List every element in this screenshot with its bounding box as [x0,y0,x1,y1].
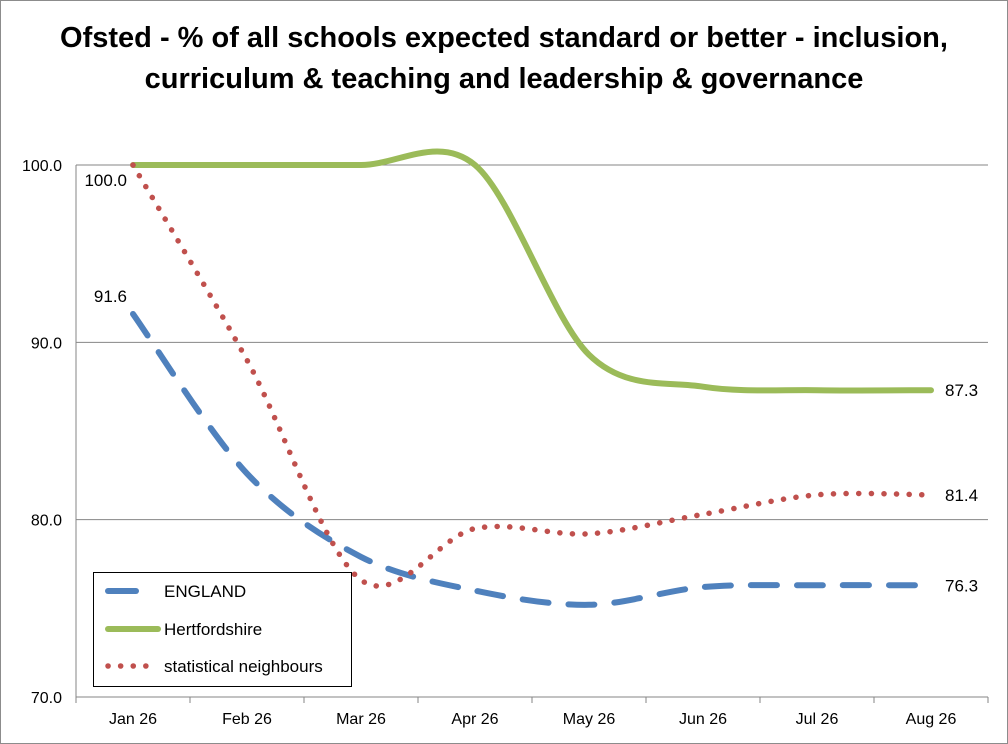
data-label-last: 81.4 [945,486,978,505]
x-tick-label: May 26 [563,711,616,728]
data-label-last: 87.3 [945,381,978,400]
legend-entry: ENGLAND [94,578,351,608]
data-labels: 91.6 76.3 87.3 100.0 81.4 [84,171,978,595]
legend-label: statistical neighbours [164,657,323,676]
legend-swatch [105,588,139,594]
x-tick-label: Jul 26 [796,711,839,728]
data-label-first: 91.6 [94,287,127,306]
legend-label: ENGLAND [164,582,247,601]
axes: 70.0 80.0 90.0 100.0 Jan 26 Feb 26 Mar 26 Apr 2… [22,158,989,728]
data-label-last: 76.3 [945,576,978,595]
series-line-1 [130,148,934,394]
x-tick-label: Apr 26 [451,711,498,728]
data-label-first: 100.0 [84,171,127,190]
legend: ENGLAND Hertfordshire statistical neighbou… [93,572,352,687]
y-tick-label: 100.0 [22,158,62,175]
y-tick-label: 70.0 [31,690,62,707]
x-tick-label: Aug 26 [906,711,957,728]
chart-title: Ofsted - % of all schools expected stand… [60,22,948,95]
legend-entry: statistical neighbours [94,653,351,683]
x-tick-label: Jan 26 [109,711,157,728]
legend-swatch [105,626,161,632]
gridlines [76,164,988,521]
legend-entry: Hertfordshire [94,616,351,646]
y-tick-label: 90.0 [31,335,62,352]
series-lines [130,148,934,608]
series-line-2 [130,162,934,589]
x-tick-label: Feb 26 [222,711,272,728]
x-tick-label: Mar 26 [336,711,386,728]
y-tick-label: 80.0 [31,513,62,530]
x-tick-label: Jun 26 [679,711,727,728]
legend-swatch [105,663,161,669]
legend-label: Hertfordshire [164,620,263,639]
series-line-0 [130,310,934,608]
